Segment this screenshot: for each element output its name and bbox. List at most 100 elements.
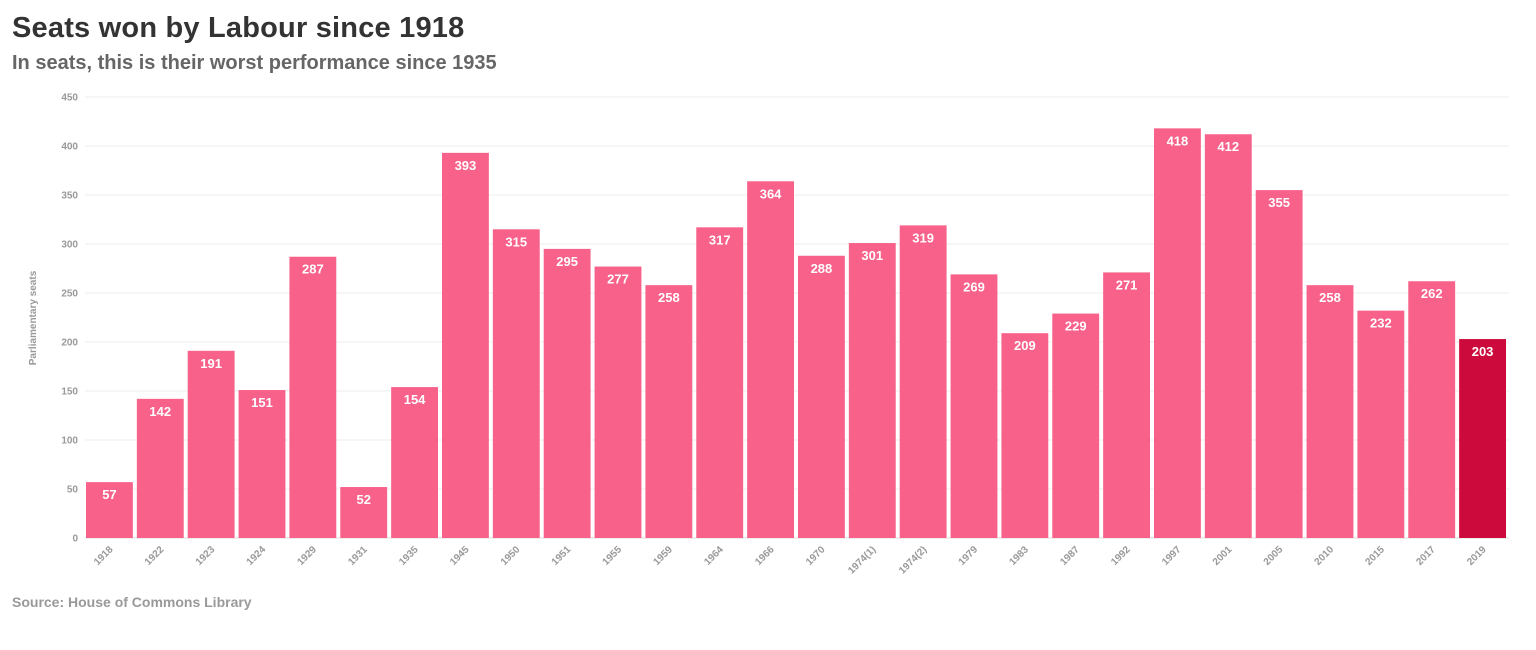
y-tick-label: 200	[61, 338, 78, 349]
x-tick-label: 2001	[1211, 544, 1235, 568]
x-tick-label: 1950	[499, 544, 523, 568]
y-axis-label: Parliamentary seats	[28, 270, 39, 365]
x-tick-label: 1955	[601, 544, 625, 568]
bar-1964	[696, 227, 744, 538]
value-label: 295	[556, 254, 578, 269]
bar-1924	[238, 390, 286, 538]
bar-2005	[1255, 190, 1303, 538]
x-tick-label: 2005	[1262, 544, 1286, 568]
bar-1918	[86, 482, 133, 538]
value-label: 288	[811, 261, 833, 276]
value-label: 258	[1319, 290, 1341, 305]
x-tick-label: 1922	[143, 544, 167, 568]
bars	[86, 128, 1506, 539]
bar-1992	[1103, 272, 1150, 538]
x-tick-label: 1979	[957, 544, 981, 568]
x-tick-label: 1992	[1109, 544, 1133, 568]
value-label: 355	[1268, 195, 1290, 210]
y-tick-label: 450	[61, 93, 78, 104]
x-tick-label: 1974(2)	[897, 544, 929, 576]
bar-1945	[442, 152, 489, 539]
bar-2015	[1357, 310, 1405, 538]
value-label: 412	[1217, 139, 1239, 154]
bar-1979	[950, 274, 998, 538]
x-tick-label: 1931	[346, 544, 370, 568]
bar-1997	[1154, 128, 1201, 539]
bar-1931	[340, 487, 388, 538]
x-tick-label: 1987	[1058, 544, 1082, 568]
value-label: 315	[505, 234, 527, 249]
value-label: 229	[1065, 319, 1087, 334]
x-tick-label: 2010	[1313, 544, 1337, 568]
value-label: 57	[102, 487, 116, 502]
chart-title: Seats won by Labour since 1918	[12, 12, 465, 44]
value-label: 142	[149, 404, 171, 419]
bar-2010	[1306, 285, 1354, 538]
bar-1951	[543, 248, 591, 538]
value-label: 154	[404, 392, 426, 407]
x-tick-label: 1964	[702, 544, 726, 568]
x-tick-label: 1924	[245, 544, 269, 568]
x-axis-ticks: 1918 1922 1923 1924 1929 1931 1935 1945 1950 1951…	[92, 544, 1489, 576]
y-tick-label: 400	[61, 142, 78, 153]
x-tick-label: 1966	[753, 544, 777, 568]
source-note: Source: House of Commons Library	[12, 594, 252, 610]
bar-2019	[1459, 339, 1506, 538]
value-label: 52	[356, 492, 370, 507]
y-tick-label: 300	[61, 240, 78, 251]
x-tick-label: 1970	[804, 544, 828, 568]
value-label: 151	[251, 395, 273, 410]
bar-1987	[1052, 313, 1100, 538]
value-label: 319	[912, 230, 934, 245]
value-label: 418	[1167, 133, 1189, 148]
bar-1970	[798, 255, 845, 538]
value-label: 287	[302, 262, 324, 277]
bar-2001	[1204, 134, 1252, 539]
y-tick-label: 250	[61, 289, 78, 300]
value-label: 258	[658, 290, 680, 305]
value-label: 269	[963, 279, 985, 294]
x-tick-label: 2019	[1465, 544, 1489, 568]
x-tick-label: 1951	[550, 544, 574, 568]
x-tick-label: 1929	[295, 544, 319, 568]
y-tick-label: 150	[61, 387, 78, 398]
y-tick-label: 50	[67, 485, 79, 496]
value-label: 317	[709, 232, 731, 247]
x-tick-label: 1959	[651, 544, 675, 568]
bar-1959	[645, 285, 693, 538]
value-label: 191	[200, 356, 222, 371]
chart-subtitle: In seats, this is their worst performanc…	[12, 52, 497, 74]
value-label: 271	[1116, 277, 1138, 292]
x-tick-label: 1935	[397, 544, 421, 568]
value-label: 203	[1472, 344, 1494, 359]
bar-1935	[391, 387, 438, 538]
x-tick-label: 2017	[1414, 544, 1438, 568]
y-tick-label: 100	[61, 436, 78, 447]
bar-1955	[594, 266, 642, 538]
y-tick-label: 0	[72, 534, 78, 545]
bar-1974(2)	[899, 225, 947, 538]
bar-1983	[1001, 333, 1049, 538]
bar-1929	[289, 256, 337, 538]
bar-2017	[1408, 281, 1456, 538]
value-label: 232	[1370, 316, 1392, 331]
y-axis-ticks: 0 50 100 150 200 250 300 350 400 450	[61, 93, 78, 545]
x-tick-label: 1923	[194, 544, 218, 568]
bar-1950	[492, 229, 540, 539]
x-tick-label: 2015	[1363, 544, 1387, 568]
x-tick-label: 1945	[448, 544, 472, 568]
y-tick-label: 350	[61, 191, 78, 202]
value-label: 209	[1014, 338, 1036, 353]
value-label: 262	[1421, 286, 1443, 301]
bar-1974(1)	[848, 243, 896, 538]
value-label: 393	[455, 158, 477, 173]
value-label: 277	[607, 272, 629, 287]
value-label: 301	[861, 248, 883, 263]
x-tick-label: 1918	[92, 544, 116, 568]
bar-1966	[747, 181, 794, 538]
x-tick-label: 1997	[1160, 544, 1184, 568]
value-label: 364	[760, 186, 782, 201]
value-labels: 57 142 191 151 287 52 154 393 315 295 277 258 317 364…	[102, 133, 1493, 507]
x-tick-label: 1983	[1007, 544, 1031, 568]
